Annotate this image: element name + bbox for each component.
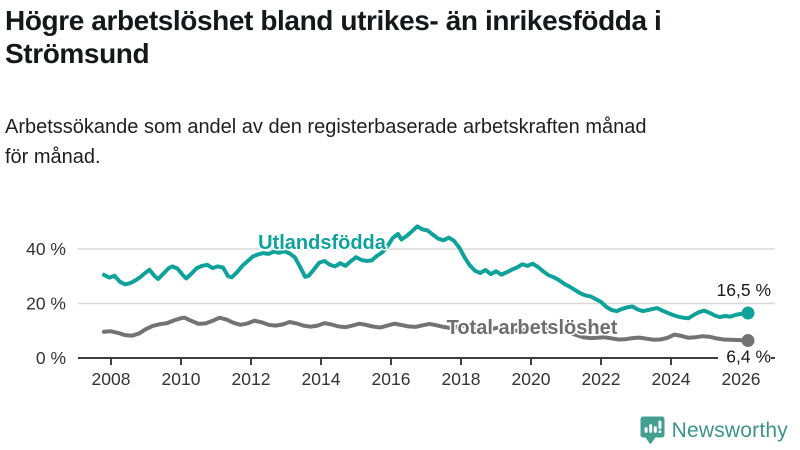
chart-subtitle: Arbetssökande som andel av den registerb… [5, 112, 793, 172]
x-axis-label-2018: 2018 [442, 369, 481, 389]
x-axis-label-2012: 2012 [232, 369, 271, 389]
x-axis-label-2026: 2026 [722, 369, 761, 389]
chart-subtitle-line-2: för månad. [5, 146, 101, 168]
series-label-total: Total arbetslöshet [447, 317, 618, 339]
series-end-value-total: 6,4 % [726, 347, 771, 367]
x-axis-label-2010: 2010 [162, 369, 201, 389]
y-axis-label-40: 40 % [26, 239, 66, 259]
series-end-dot-total [741, 334, 755, 348]
page-title: Högre arbetslöshet bland utrikes- än inr… [5, 4, 793, 70]
series-line-total [102, 315, 750, 343]
series-end-value-utlandsfodda: 16,5 % [717, 280, 771, 300]
x-axis-label-2022: 2022 [582, 369, 621, 389]
newsworthy-bar-chart-pin-icon [640, 416, 665, 444]
series-end-dot-utlandsfodda [741, 306, 755, 320]
y-axis-label-20: 20 % [26, 294, 66, 314]
x-axis-label-2016: 2016 [372, 369, 411, 389]
series-label-utlandsfodda: Utlandsfödda [258, 232, 387, 254]
x-axis-label-2024: 2024 [652, 369, 691, 389]
x-axis-label-2020: 2020 [512, 369, 551, 389]
page-title-line-1: Högre arbetslöshet bland utrikes- än inr… [5, 5, 662, 36]
newsworthy-logo: Newsworthy [640, 416, 788, 445]
series-line-utlandsfodda [102, 224, 750, 321]
newsworthy-wordmark: Newsworthy [671, 418, 788, 442]
chart-subtitle-line-1: Arbetssökande som andel av den registerb… [5, 116, 647, 138]
x-axis-label-2014: 2014 [302, 369, 341, 389]
page-title-line-2: Strömsund [5, 38, 150, 69]
y-axis-label-0: 0 % [36, 348, 66, 368]
x-axis-label-2008: 2008 [92, 369, 131, 389]
end-label-backplate [718, 349, 771, 367]
